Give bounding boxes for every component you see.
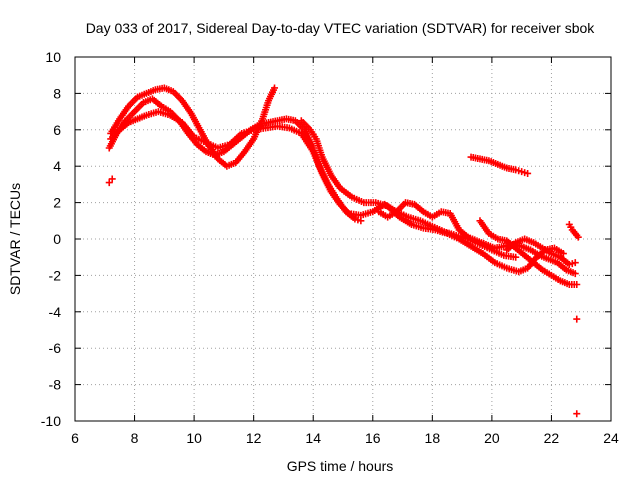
y-tick-label: 6 <box>53 122 61 138</box>
data-points <box>106 84 582 417</box>
x-tick-label: 18 <box>425 430 441 446</box>
y-axis-label: SDTVAR / TECUs <box>7 183 23 295</box>
x-tick-label: 12 <box>246 430 262 446</box>
chart: Day 033 of 2017, Sidereal Day-to-day VTE… <box>0 0 640 480</box>
series-arc-i <box>566 221 582 241</box>
y-tick-label: 8 <box>53 85 61 101</box>
data-point <box>573 316 580 323</box>
series-arc-h <box>468 154 532 177</box>
data-point <box>573 410 580 417</box>
x-tick-label: 20 <box>484 430 500 446</box>
x-tick-label: 10 <box>186 430 202 446</box>
x-tick-label: 6 <box>71 430 79 446</box>
series-arc-e <box>375 199 579 277</box>
x-tick-label: 24 <box>603 430 619 446</box>
y-tick-label: -4 <box>49 304 62 320</box>
y-tick-label: 2 <box>53 195 61 211</box>
y-tick-label: 4 <box>53 158 61 174</box>
y-tick-label: 10 <box>45 49 61 65</box>
y-tick-label: -8 <box>49 377 62 393</box>
x-axis-label: GPS time / hours <box>287 458 394 474</box>
x-tick-label: 14 <box>305 430 321 446</box>
y-tick-label: -6 <box>49 340 62 356</box>
y-tick-label: -10 <box>41 413 61 429</box>
x-tick-label: 22 <box>544 430 560 446</box>
y-tick-label: 0 <box>53 231 61 247</box>
x-tick-label: 16 <box>365 430 381 446</box>
x-tick-label: 8 <box>131 430 139 446</box>
y-tick-label: -2 <box>49 267 62 283</box>
chart-title: Day 033 of 2017, Sidereal Day-to-day VTE… <box>86 20 596 36</box>
